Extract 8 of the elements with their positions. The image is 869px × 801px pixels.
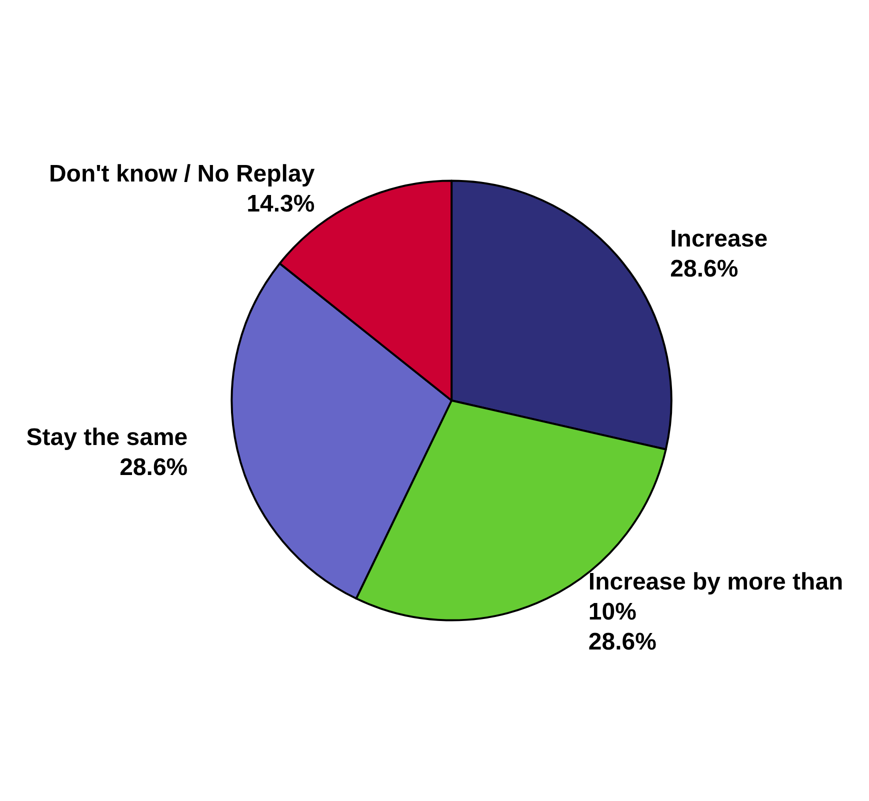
data-label: 28.6% [670, 256, 738, 283]
slice-label: Stay the same [26, 424, 188, 452]
data-label: 28.6% [588, 628, 656, 656]
data-label: 14.3% [246, 190, 315, 218]
slice-label: Increase [670, 226, 768, 253]
slice-label: Don't know / No Replay [48, 160, 316, 188]
data-label: 28.6% [120, 454, 188, 482]
slice-label: Increase by more than 10% [588, 568, 850, 626]
